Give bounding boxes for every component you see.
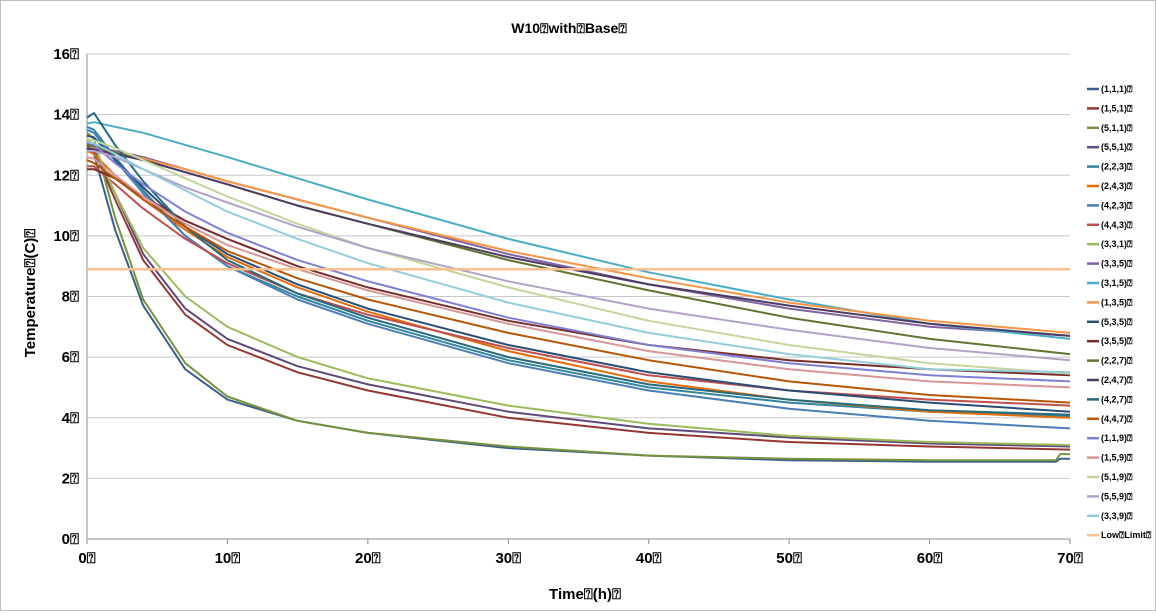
gridlines bbox=[87, 53, 1070, 479]
legend-label: (1,5,1)⍰ bbox=[1101, 103, 1133, 113]
legend-label: (4,4,3)⍰ bbox=[1101, 220, 1133, 230]
legend-label: (5,1,9)⍰ bbox=[1101, 472, 1133, 482]
x-tick-label: 30⍰ bbox=[495, 550, 521, 567]
y-axis-title: Temperature⍰(C)⍰ bbox=[22, 229, 39, 358]
x-tick-labels: 0⍰ 10⍰ 20⍰ 30⍰ 40⍰ 50⍰ 60⍰ 70⍰ bbox=[78, 550, 1083, 567]
y-tick-label: 6⍰ bbox=[62, 349, 79, 366]
legend-label: (2,4,7)⍰ bbox=[1101, 375, 1133, 385]
legend-label: Low⍰Limit⍰ bbox=[1101, 530, 1152, 540]
series-line-18 bbox=[86, 140, 1071, 383]
y-tick-labels: 0⍰ 2⍰ 4⍰ 6⍰ 8⍰ 10⍰ 12⍰ 14⍰ 16⍰ bbox=[53, 46, 79, 548]
x-tick-label: 10⍰ bbox=[215, 550, 241, 567]
series-line-19 bbox=[86, 156, 1071, 389]
legend-label: (1,1,1)⍰ bbox=[1101, 84, 1133, 94]
x-tick-label: 50⍰ bbox=[776, 550, 802, 567]
legend-label: (3,1,5)⍰ bbox=[1101, 278, 1133, 288]
legend-label: (2,4,3)⍰ bbox=[1101, 181, 1133, 191]
series-line-20 bbox=[86, 137, 1071, 375]
x-tick-label: 60⍰ bbox=[917, 550, 943, 567]
series-lines bbox=[86, 112, 1071, 463]
chart-title: W10⍰with⍰Base⍰ bbox=[511, 20, 627, 36]
legend-label: (1,5,9)⍰ bbox=[1101, 453, 1133, 463]
series-line-10 bbox=[86, 121, 1071, 340]
x-axis-title: Time⍰(h)⍰ bbox=[549, 586, 621, 603]
legend-label: (4,4,7)⍰ bbox=[1101, 414, 1133, 424]
y-tick-label: 16⍰ bbox=[53, 46, 79, 63]
legend-label: (5,5,1)⍰ bbox=[1101, 142, 1133, 152]
series-line-21 bbox=[87, 150, 1071, 362]
legend-label: (4,2,3)⍰ bbox=[1101, 200, 1133, 210]
legend-label: (1,1,9)⍰ bbox=[1101, 433, 1133, 443]
legend-label: (5,5,9)⍰ bbox=[1101, 491, 1133, 501]
legend-label: (1,3,5)⍰ bbox=[1101, 297, 1133, 307]
axes bbox=[86, 54, 1071, 544]
y-tick-label: 2⍰ bbox=[62, 470, 79, 487]
series-line-8 bbox=[86, 138, 1071, 446]
y-tick-label: 10⍰ bbox=[53, 228, 79, 245]
x-tick-label: 0⍰ bbox=[78, 550, 95, 567]
series-line-9 bbox=[86, 143, 1071, 337]
x-tick-label: 40⍰ bbox=[636, 550, 662, 567]
legend-label: (3,5,5)⍰ bbox=[1101, 336, 1133, 346]
legend-label: (2,2,3)⍰ bbox=[1101, 162, 1133, 172]
legend-label: (4,2,7)⍰ bbox=[1101, 394, 1133, 404]
y-tick-label: 14⍰ bbox=[53, 107, 79, 124]
legend-label: (2,2,7)⍰ bbox=[1101, 356, 1133, 366]
series-line-6 bbox=[86, 128, 1071, 430]
series-line-12 bbox=[86, 134, 1071, 413]
series-line-1 bbox=[86, 144, 1071, 451]
legend-label: (5,1,1)⍰ bbox=[1101, 123, 1133, 133]
series-line-16 bbox=[86, 112, 1071, 416]
legend-label: (3,3,1)⍰ bbox=[1101, 239, 1133, 249]
y-tick-label: 12⍰ bbox=[53, 167, 79, 184]
legend-label: (5,3,5)⍰ bbox=[1101, 317, 1133, 327]
legend-label: (3,3,9)⍰ bbox=[1101, 511, 1133, 521]
x-tick-label: 20⍰ bbox=[355, 550, 381, 567]
series-line-2 bbox=[86, 132, 1070, 462]
legend: (1,1,1)⍰ (1,5,1)⍰ (5,1,1)⍰ (5,5,1)⍰ (2,2,3)⍰… bbox=[1087, 84, 1152, 540]
y-tick-label: 4⍰ bbox=[62, 410, 79, 427]
series-line-22 bbox=[86, 140, 1071, 374]
y-tick-label: 0⍰ bbox=[62, 531, 79, 548]
series-line-17 bbox=[86, 159, 1071, 404]
legend-label: (3,3,5)⍰ bbox=[1101, 259, 1133, 269]
x-tick-label: 70⍰ bbox=[1057, 550, 1083, 567]
y-tick-label: 8⍰ bbox=[62, 289, 79, 306]
